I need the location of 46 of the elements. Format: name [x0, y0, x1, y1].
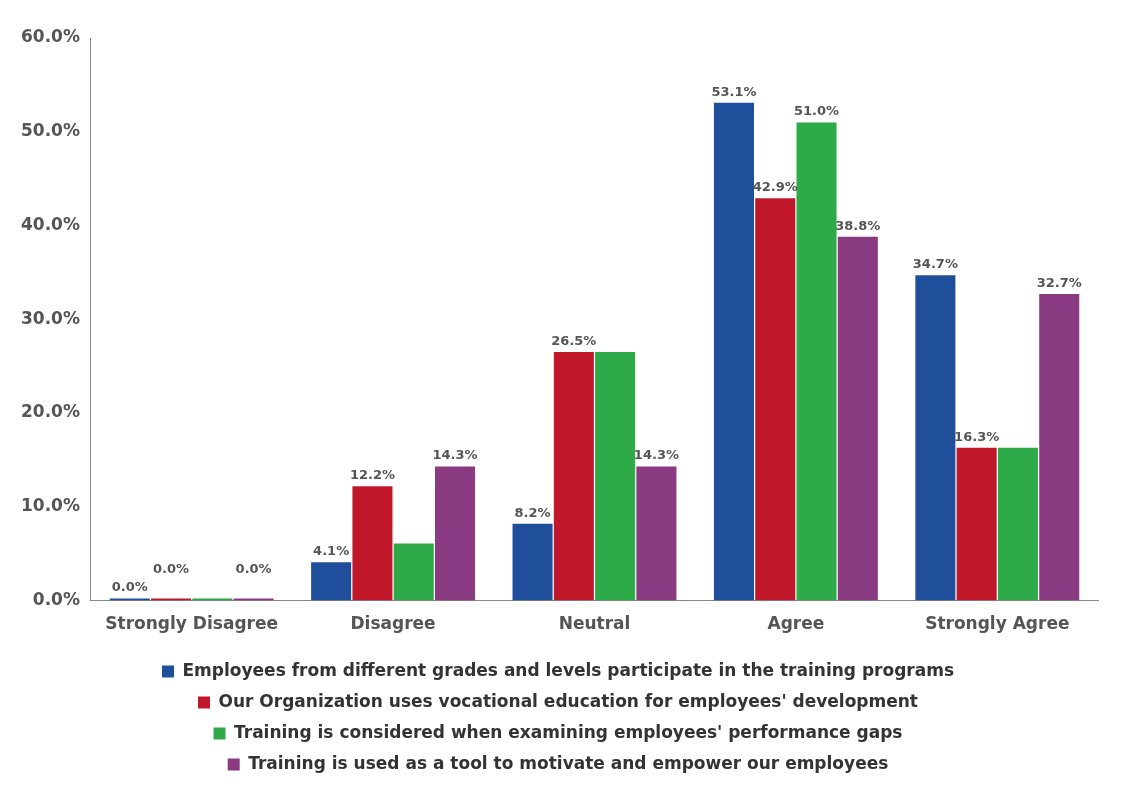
legend-label: Employees from different grades and levels participate in the training programs — [182, 659, 955, 680]
y-tick-label: 60.0% — [20, 26, 80, 47]
x-tick-label: Strongly Agree — [925, 613, 1070, 634]
data-label: 0.0% — [153, 561, 190, 577]
x-tick-label: Strongly Disagree — [105, 613, 279, 634]
y-tick-label: 10.0% — [20, 495, 80, 516]
x-tick-label: Agree — [767, 613, 825, 634]
data-label: 53.1% — [711, 83, 757, 99]
data-label: 51.0% — [793, 103, 840, 119]
y-tick-label: 0.0% — [32, 589, 80, 610]
bar — [553, 352, 594, 601]
data-label: 0.0% — [235, 561, 272, 577]
data-label: 12.2% — [349, 467, 395, 483]
bar — [796, 122, 837, 601]
bar — [956, 447, 997, 601]
y-tick-label: 50.0% — [20, 120, 80, 141]
bar — [915, 275, 956, 601]
bar — [713, 102, 754, 601]
y-tick-label: 30.0% — [20, 307, 80, 328]
bar — [1039, 293, 1080, 601]
legend-label: Training is used as a tool to motivate and empower our employees — [248, 752, 889, 773]
data-label: 26.5% — [551, 332, 597, 348]
data-label: 14.3% — [633, 447, 679, 463]
bar — [434, 466, 476, 601]
bar — [997, 447, 1038, 601]
data-label: 0.0% — [111, 579, 148, 595]
x-tick-label: Neutral — [558, 613, 631, 634]
bar — [595, 352, 636, 601]
bar — [352, 486, 393, 601]
bar — [837, 236, 878, 601]
legend-label: Our Organization uses vocational education for employees' development — [218, 690, 918, 711]
x-tick-label: Disagree — [350, 613, 436, 634]
data-label: 34.7% — [912, 256, 958, 272]
bar — [393, 543, 434, 601]
y-tick-label: 40.0% — [20, 213, 80, 234]
data-label: 16.3% — [954, 428, 1000, 444]
data-label: 8.2% — [514, 504, 551, 520]
data-label: 4.1% — [313, 543, 350, 559]
data-label: 32.7% — [1036, 274, 1082, 290]
y-tick-label: 20.0% — [20, 401, 80, 422]
data-label: 14.3% — [432, 447, 478, 463]
legend-label: Training is considered when examining employees' performance gaps — [234, 721, 903, 742]
bar — [512, 523, 553, 601]
bar — [636, 466, 677, 601]
bar — [311, 562, 352, 601]
bar — [755, 198, 796, 601]
